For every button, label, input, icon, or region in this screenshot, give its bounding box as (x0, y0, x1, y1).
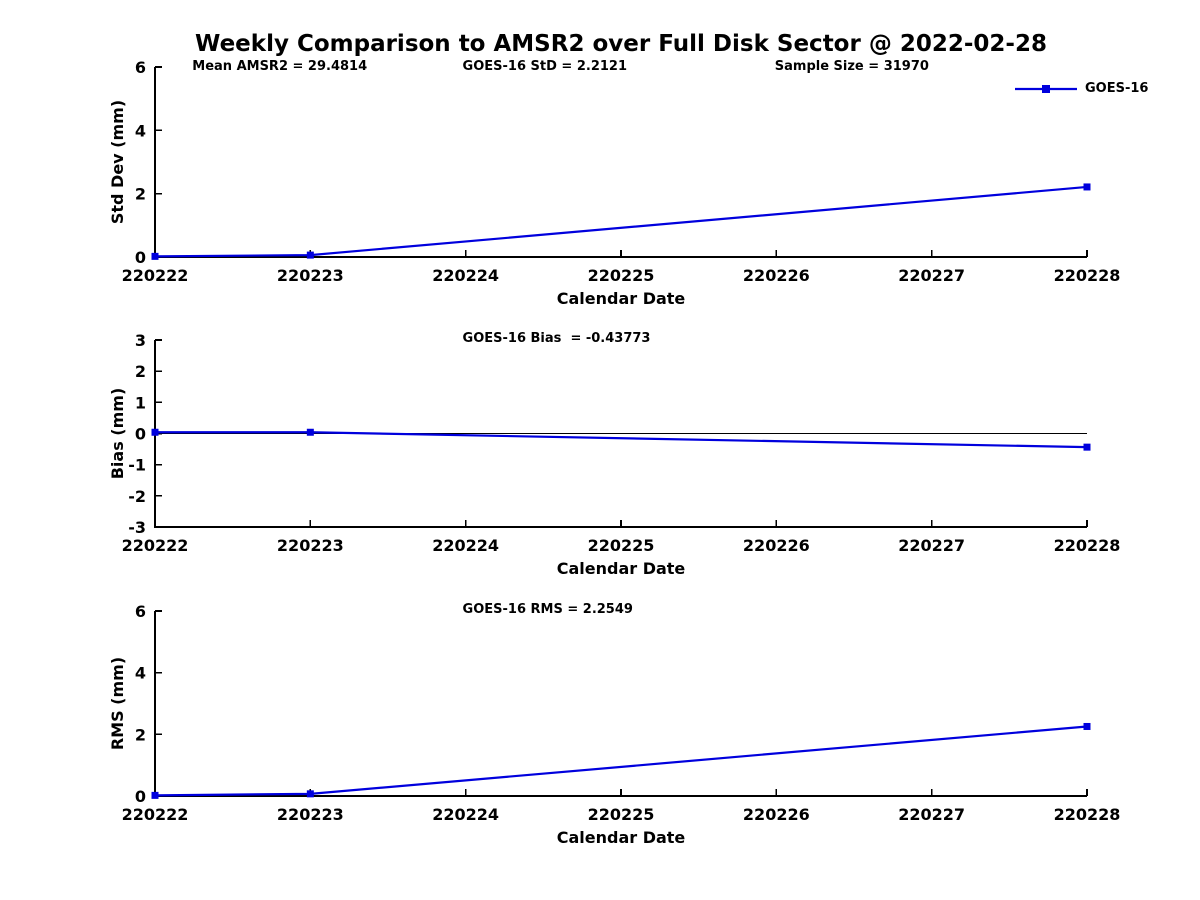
data-point-marker (151, 791, 159, 799)
x-tick-label: 220225 (588, 536, 655, 555)
x-axis-label: Calendar Date (557, 828, 686, 847)
subplot-std-dev: 220222 220223 220224 220225 220226 220227 2202… (108, 58, 1120, 308)
x-tick-label: 220224 (432, 266, 499, 285)
y-tick-label: 2 (135, 725, 146, 744)
x-tick-label: 220225 (588, 266, 655, 285)
data-point-marker (151, 252, 159, 260)
y-tick-label: 0 (135, 248, 146, 267)
x-tick-label: 220228 (1054, 266, 1121, 285)
y-tick-label: -3 (128, 518, 146, 537)
x-tick-label: 220228 (1054, 536, 1121, 555)
y-tick-label: 6 (135, 602, 146, 621)
data-point-marker (1083, 443, 1091, 451)
legend-line-icon (1015, 84, 1077, 93)
subplot-bias: 220222 220223 220224 220225 220226 220227 2202… (108, 331, 1120, 578)
x-tick-label: 220222 (122, 805, 189, 824)
subplot-title: GOES-16 RMS = 2.2549 (463, 602, 633, 617)
x-tick-label: 220227 (898, 266, 965, 285)
legend-square-marker-icon (1042, 84, 1050, 93)
series-line-goes-16 (155, 431, 1088, 449)
x-tick-label: 220227 (898, 805, 965, 824)
x-tick-label: 220222 (122, 536, 189, 555)
stat-annotation: Mean AMSR2 = 29.4814 (192, 59, 367, 74)
x-tick-label: 220226 (743, 805, 810, 824)
figure-title: Weekly Comparison to AMSR2 over Full Dis… (195, 31, 1047, 57)
y-tick-label: 2 (135, 185, 146, 204)
y-tick-label: 3 (135, 331, 146, 350)
x-tick-label: 220224 (432, 805, 499, 824)
y-tick-label: 1 (135, 393, 146, 412)
data-point-marker (306, 251, 314, 259)
stat-annotation: GOES-16 StD = 2.2121 (463, 59, 627, 74)
y-axis-label: Bias (mm) (108, 388, 127, 480)
y-tick-label: -1 (128, 456, 146, 475)
stat-annotation: Sample Size = 31970 (775, 59, 929, 74)
data-point-marker (306, 790, 314, 798)
y-tick-label: -2 (128, 487, 146, 506)
y-axis-label: Std Dev (mm) (108, 100, 127, 224)
series-line-goes-16 (154, 725, 1088, 797)
x-tick-label: 220224 (432, 536, 499, 555)
x-tick-label: 220226 (743, 536, 810, 555)
y-tick-label: 4 (135, 664, 146, 683)
subplot-title: GOES-16 Bias = -0.43773 (463, 331, 651, 346)
legend-label: GOES-16 (1085, 81, 1149, 96)
x-axis-label: Calendar Date (557, 559, 686, 578)
data-point-marker (151, 428, 159, 436)
subplot-rms: 220222 220223 220224 220225 220226 220227 2202… (108, 602, 1120, 847)
data-point-marker (1083, 722, 1091, 730)
y-axis-label: RMS (mm) (108, 657, 127, 750)
x-tick-label: 220223 (277, 536, 344, 555)
x-tick-label: 220223 (277, 266, 344, 285)
axis-lines (154, 611, 1087, 797)
y-tick-label: 0 (135, 425, 146, 444)
x-axis-label: Calendar Date (557, 289, 686, 308)
y-tick-label: 2 (135, 362, 146, 381)
series-line-goes-16 (154, 185, 1088, 258)
y-tick-label: 6 (135, 58, 146, 77)
x-tick-label: 220225 (588, 805, 655, 824)
x-tick-label: 220226 (743, 266, 810, 285)
y-tick-label: 4 (135, 121, 146, 140)
x-tick-label: 220227 (898, 536, 965, 555)
data-point-marker (1083, 183, 1091, 191)
legend: GOES-16 (1014, 81, 1148, 96)
x-tick-label: 220223 (277, 805, 344, 824)
x-tick-label: 220222 (122, 266, 189, 285)
data-point-marker (306, 428, 314, 436)
y-tick-label: 0 (135, 787, 146, 806)
x-tick-label: 220228 (1054, 805, 1121, 824)
